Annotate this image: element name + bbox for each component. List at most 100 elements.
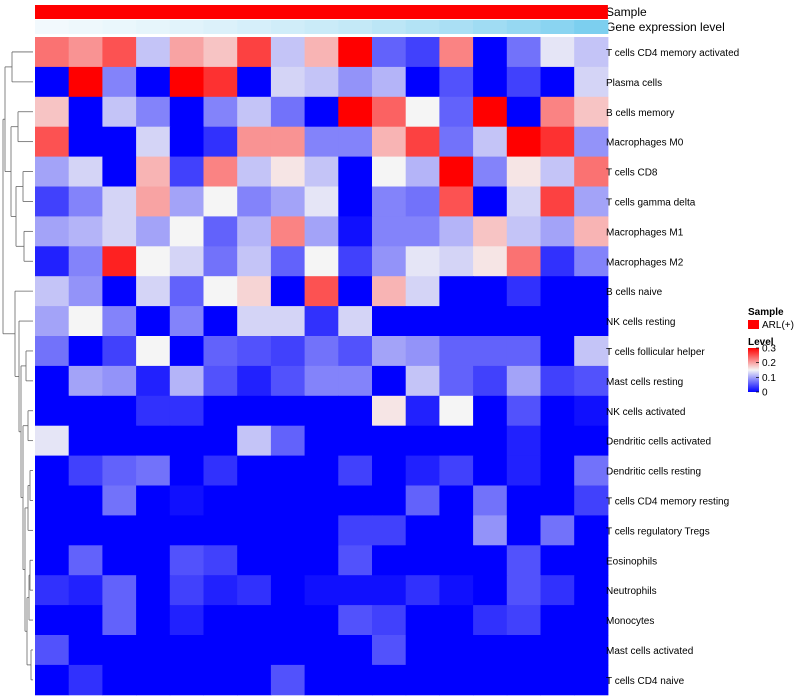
heatmap-cell bbox=[574, 425, 609, 457]
heatmap-cell bbox=[372, 306, 407, 337]
heatmap-cell bbox=[270, 635, 306, 666]
heatmap-cell bbox=[136, 96, 171, 128]
row-label: Monocytes bbox=[606, 616, 654, 627]
heatmap-cell bbox=[203, 37, 238, 68]
heatmap-cell bbox=[405, 545, 440, 576]
heatmap-cell bbox=[405, 37, 440, 68]
row-label: T cells gamma delta bbox=[606, 197, 696, 208]
heatmap-cell bbox=[270, 664, 306, 696]
heatmap-cell bbox=[304, 246, 339, 277]
heatmap-cell bbox=[304, 336, 339, 367]
heatmap-cell bbox=[270, 425, 306, 457]
heatmap-cell bbox=[136, 126, 171, 158]
heatmap-cell bbox=[68, 605, 103, 636]
heatmap-cell bbox=[405, 276, 440, 307]
heatmap-cell bbox=[473, 395, 508, 427]
heatmap-cell bbox=[574, 515, 609, 546]
heatmap-cell bbox=[473, 365, 508, 397]
heatmap-cell bbox=[304, 126, 339, 158]
heatmap-cell bbox=[237, 635, 272, 666]
heatmap-cell bbox=[506, 575, 541, 606]
heatmap-cell bbox=[102, 96, 137, 128]
gene-expression-track-cell bbox=[473, 20, 508, 34]
gene-expression-track-cell bbox=[102, 20, 137, 34]
heatmap-cell bbox=[439, 455, 474, 486]
heatmap-cell bbox=[506, 96, 541, 128]
heatmap-cell bbox=[574, 306, 609, 337]
heatmap-cell bbox=[136, 455, 171, 486]
heatmap-cell bbox=[68, 96, 103, 128]
heatmap-cell bbox=[68, 485, 103, 516]
gene-expression-track-label: Gene expression level bbox=[606, 20, 725, 34]
heatmap-cell bbox=[136, 575, 171, 606]
heatmap-cell bbox=[473, 575, 508, 606]
heatmap-cell bbox=[136, 306, 171, 337]
heatmap-cell bbox=[439, 336, 474, 367]
heatmap-cell bbox=[203, 605, 238, 636]
heatmap-cell bbox=[574, 276, 609, 307]
heatmap-cell bbox=[102, 664, 137, 696]
heatmap-cell bbox=[35, 664, 70, 696]
heatmap-cell bbox=[574, 37, 609, 68]
heatmap-cell bbox=[237, 156, 272, 187]
heatmap-cell bbox=[338, 575, 373, 606]
row-label: Plasma cells bbox=[606, 78, 662, 89]
heatmap-cell bbox=[203, 365, 238, 397]
heatmap-cell bbox=[506, 186, 541, 217]
heatmap-cell bbox=[506, 126, 541, 158]
heatmap-cell bbox=[540, 126, 575, 158]
heatmap-cells bbox=[35, 37, 609, 696]
row-label: NK cells resting bbox=[606, 317, 675, 328]
heatmap-cell bbox=[439, 425, 474, 457]
heatmap-cell bbox=[372, 635, 407, 666]
heatmap-cell bbox=[68, 276, 103, 307]
row-label: Dendritic cells activated bbox=[606, 437, 711, 448]
heatmap-cell bbox=[136, 545, 171, 576]
heatmap-cell bbox=[136, 336, 171, 367]
heatmap-cell bbox=[203, 485, 238, 516]
heatmap-cell bbox=[439, 306, 474, 337]
heatmap-cell bbox=[270, 276, 306, 307]
heatmap-cell bbox=[304, 365, 339, 397]
heatmap-cell bbox=[506, 545, 541, 576]
gene-expression-track-cell bbox=[338, 20, 373, 34]
heatmap-cell bbox=[270, 395, 306, 427]
heatmap-cell bbox=[203, 66, 238, 98]
legend-sample-title: Sample bbox=[748, 307, 784, 318]
heatmap-cell bbox=[473, 515, 508, 546]
row-label: Macrophages M2 bbox=[606, 257, 684, 268]
heatmap-cell bbox=[473, 664, 508, 696]
heatmap-cell bbox=[35, 66, 70, 98]
heatmap-cell bbox=[405, 186, 440, 217]
heatmap-cell bbox=[203, 575, 238, 606]
heatmap-cell bbox=[540, 186, 575, 217]
heatmap-cell bbox=[338, 485, 373, 516]
heatmap-cell bbox=[102, 605, 137, 636]
heatmap-cell bbox=[237, 306, 272, 337]
heatmap-cell bbox=[338, 605, 373, 636]
row-label: B cells naive bbox=[606, 287, 663, 298]
heatmap-cell bbox=[338, 276, 373, 307]
heatmap-cell bbox=[439, 246, 474, 277]
heatmap-cell bbox=[540, 96, 575, 128]
heatmap-cell bbox=[439, 515, 474, 546]
heatmap-cell bbox=[506, 216, 541, 247]
heatmap-cell bbox=[506, 156, 541, 187]
heatmap-cell bbox=[237, 605, 272, 636]
heatmap-cell bbox=[270, 156, 306, 187]
heatmap-cell bbox=[35, 306, 70, 337]
heatmap-cell bbox=[405, 635, 440, 666]
heatmap-cell bbox=[102, 485, 137, 516]
heatmap-cell bbox=[102, 545, 137, 576]
annotation-tracks: Sample Gene expression level bbox=[35, 5, 725, 34]
heatmap-cell bbox=[540, 156, 575, 187]
heatmap-cell bbox=[574, 545, 609, 576]
heatmap-cell bbox=[574, 216, 609, 247]
gene-expression-track-cell bbox=[203, 20, 238, 34]
heatmap-cell bbox=[372, 365, 407, 397]
heatmap-cell bbox=[338, 66, 373, 98]
heatmap-cell bbox=[304, 66, 339, 98]
heatmap-cell bbox=[102, 186, 137, 217]
heatmap-cell bbox=[270, 605, 306, 636]
heatmap-cell bbox=[203, 246, 238, 277]
